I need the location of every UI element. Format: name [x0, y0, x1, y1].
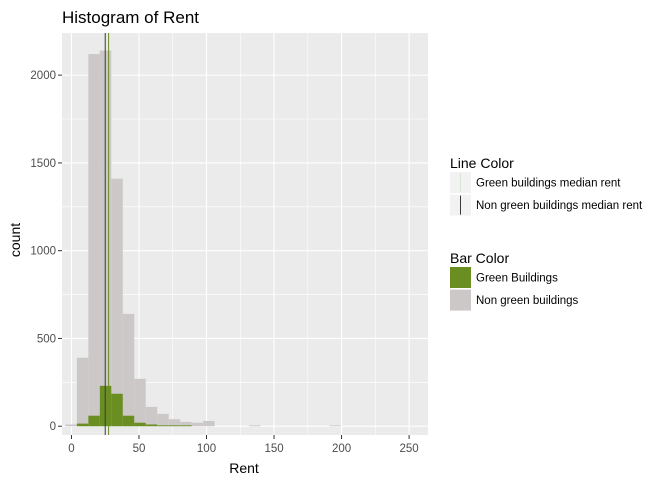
legends: Line Color Green buildings median rent Non…: [450, 155, 643, 311]
x-tick-label: 200: [332, 443, 351, 455]
green-bar: [157, 425, 169, 427]
non-green-bar: [168, 419, 181, 427]
non-green-bar: [88, 54, 100, 427]
y-tick-label: 2000: [30, 70, 56, 82]
x-tick-label: 150: [264, 443, 283, 455]
x-axis-title: Rent: [229, 460, 259, 476]
y-tick-label: 0: [50, 421, 56, 433]
green-bar: [168, 425, 181, 427]
non-green-bar: [329, 425, 341, 427]
legend-fill-swatch: [450, 267, 471, 288]
non-green-bar: [191, 422, 204, 427]
green-bar: [145, 424, 158, 427]
green-bar: [180, 425, 192, 427]
legend-label: Green Buildings: [476, 273, 558, 285]
non-green-bar: [145, 406, 158, 427]
x-axis: 0 50 100 150 200 250: [68, 435, 419, 455]
non-green-bar: [203, 420, 215, 427]
legend-label: Non green buildings: [476, 295, 579, 307]
non-green-bar: [249, 425, 261, 427]
y-tick-label: 1500: [30, 158, 56, 170]
green-bar: [88, 415, 100, 427]
legend-title: Bar Color: [450, 250, 509, 266]
green-bar: [134, 422, 146, 427]
non-green-bar: [122, 313, 135, 427]
x-tick-label: 250: [399, 443, 418, 455]
x-tick-label: 0: [68, 443, 74, 455]
non-green-bar: [157, 413, 169, 427]
green-bar: [76, 423, 89, 427]
non-green-bar: [65, 424, 77, 427]
non-green-bar: [76, 357, 89, 427]
legend-fill-swatch: [450, 289, 471, 311]
green-bar: [122, 415, 135, 427]
green-bar: [111, 393, 123, 427]
y-axis: 0 500 1000 1500 2000: [30, 70, 62, 433]
y-tick-label: 1000: [30, 246, 56, 258]
non-green-bar: [180, 421, 192, 427]
legend-label: Non green buildings median rent: [476, 200, 643, 212]
chart-title: Histogram of Rent: [62, 8, 199, 27]
median-lines: [104, 33, 110, 435]
y-axis-title: count: [7, 223, 23, 257]
y-tick-label: 500: [37, 333, 56, 345]
x-tick-label: 100: [197, 443, 216, 455]
non-green-bar: [134, 378, 146, 427]
x-tick-label: 50: [133, 443, 146, 455]
legend-label: Green buildings median rent: [476, 178, 621, 190]
non-green-bar: [111, 178, 123, 427]
grid-lines: [62, 33, 428, 435]
legend-title: Line Color: [450, 155, 514, 171]
